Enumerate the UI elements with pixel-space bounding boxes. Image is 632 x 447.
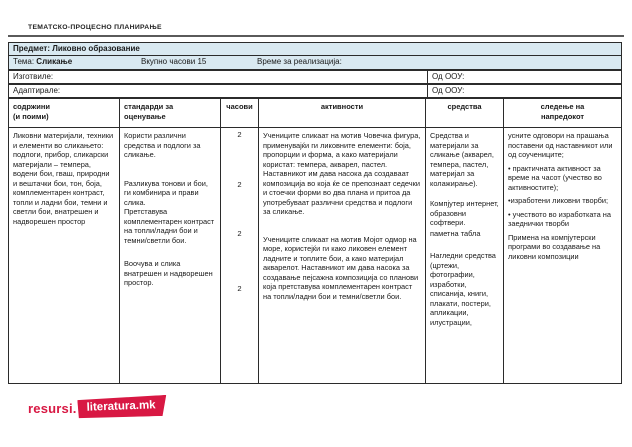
subject-theme-block: Предмет: Ликовно образование Тема: Слика… [8, 42, 622, 70]
col-header-monitoring: следење на напредокот [540, 102, 585, 121]
resource-item: Средства и материјали за сликање (акваре… [430, 131, 494, 188]
from-school-label: Од ООУ: [432, 72, 465, 81]
cell-hours: 2 2 2 2 [221, 128, 259, 383]
cell-contents: Ликовни материјали, техники и елементи в… [9, 128, 120, 383]
planning-table: содржини (и поими) стандарди за оценувањ… [8, 98, 622, 384]
hours-value: 2 [237, 229, 242, 238]
hours-value: 2 [237, 130, 242, 139]
contents-text: Ликовни материјали, техники и елементи в… [13, 131, 114, 226]
resource-item: паметна табла [430, 228, 481, 238]
standard-item: Воочува и слика внатрешен и надворешен п… [124, 259, 213, 287]
cell-standards: Користи различни средства и подлоги за с… [120, 128, 221, 383]
adapted-by-block: Адаптирале: Од ООУ: [8, 84, 622, 98]
subject-row: Предмет: Ликовно образование [9, 43, 621, 56]
subject-value: Ликовно образование [52, 44, 140, 53]
theme-label: Тема: [13, 57, 35, 66]
monitoring-item: •изработени ликовни творби; [508, 196, 609, 205]
theme-row: Тема: Сликање Вкупно часови 15 Време за … [9, 56, 621, 69]
standard-item: Користи различни средства и подлоги за с… [124, 131, 201, 159]
standard-item: Разликува тонови и бои, ги комбинира и п… [124, 178, 208, 207]
adapted-by-label: Адаптирале: [9, 85, 428, 97]
cell-resources: Средства и материјали за сликање (акваре… [426, 128, 504, 383]
col-header-resources: средства [426, 99, 504, 127]
col-header-hours: часови [221, 99, 259, 127]
monitoring-item: • учеството во изработката на заеднички … [508, 209, 611, 229]
standard-item: Претставува комплементарен контраст на т… [124, 207, 215, 245]
resource-item: Компјутер интернет, образовни софтвери. [430, 199, 499, 227]
resource-item: Нагледни средства (цртежи, фотографии, и… [430, 251, 496, 327]
monitoring-item: усните одговори на прашања поставени од … [508, 131, 613, 159]
logo-banner-text: literatura.mk [77, 395, 167, 419]
col-header-activities: активности [259, 99, 426, 127]
cell-activities: Учениците сликаат на мотив Човечка фигур… [259, 128, 426, 383]
logo-prefix-text: resursi. [28, 401, 77, 416]
activity-item: Учениците сликаат на мотив Мојот одмор н… [263, 234, 419, 301]
col-header-contents: содржини (и поими) [9, 99, 120, 127]
monitoring-item: • практичната активност за време на часо… [508, 163, 602, 192]
from-school-label: Од ООУ: [432, 86, 465, 95]
activity-item: Учениците сликаат на мотив Човечка фигур… [263, 131, 421, 216]
table-header-row: содржини (и поими) стандарди за оценувањ… [9, 99, 621, 128]
prepared-by-block: Изготвиле: Од ООУ: [8, 70, 622, 84]
realization-time-label: Време за реализација: [257, 57, 342, 66]
col-header-standards: стандарди за оценување [120, 99, 221, 127]
header-divider [8, 35, 624, 37]
page-title: ТЕМАТСКО-ПРОЦЕСНО ПЛАНИРАЊЕ [28, 24, 162, 31]
theme-value: Сликање [36, 57, 73, 66]
monitoring-item: Примена на компјутерски програми во созд… [508, 232, 601, 261]
hours-value: 2 [237, 180, 242, 189]
cell-monitoring: усните одговори на прашања поставени од … [504, 128, 621, 383]
prepared-by-label: Изготвиле: [9, 71, 428, 83]
subject-label: Предмет: [13, 44, 51, 53]
resursi-literatura-logo: resursi. literatura.mk [28, 398, 167, 419]
total-hours: Вкупно часови 15 [141, 57, 207, 66]
hours-value: 2 [237, 284, 242, 293]
table-body-row: Ликовни материјали, техники и елементи в… [9, 128, 621, 383]
